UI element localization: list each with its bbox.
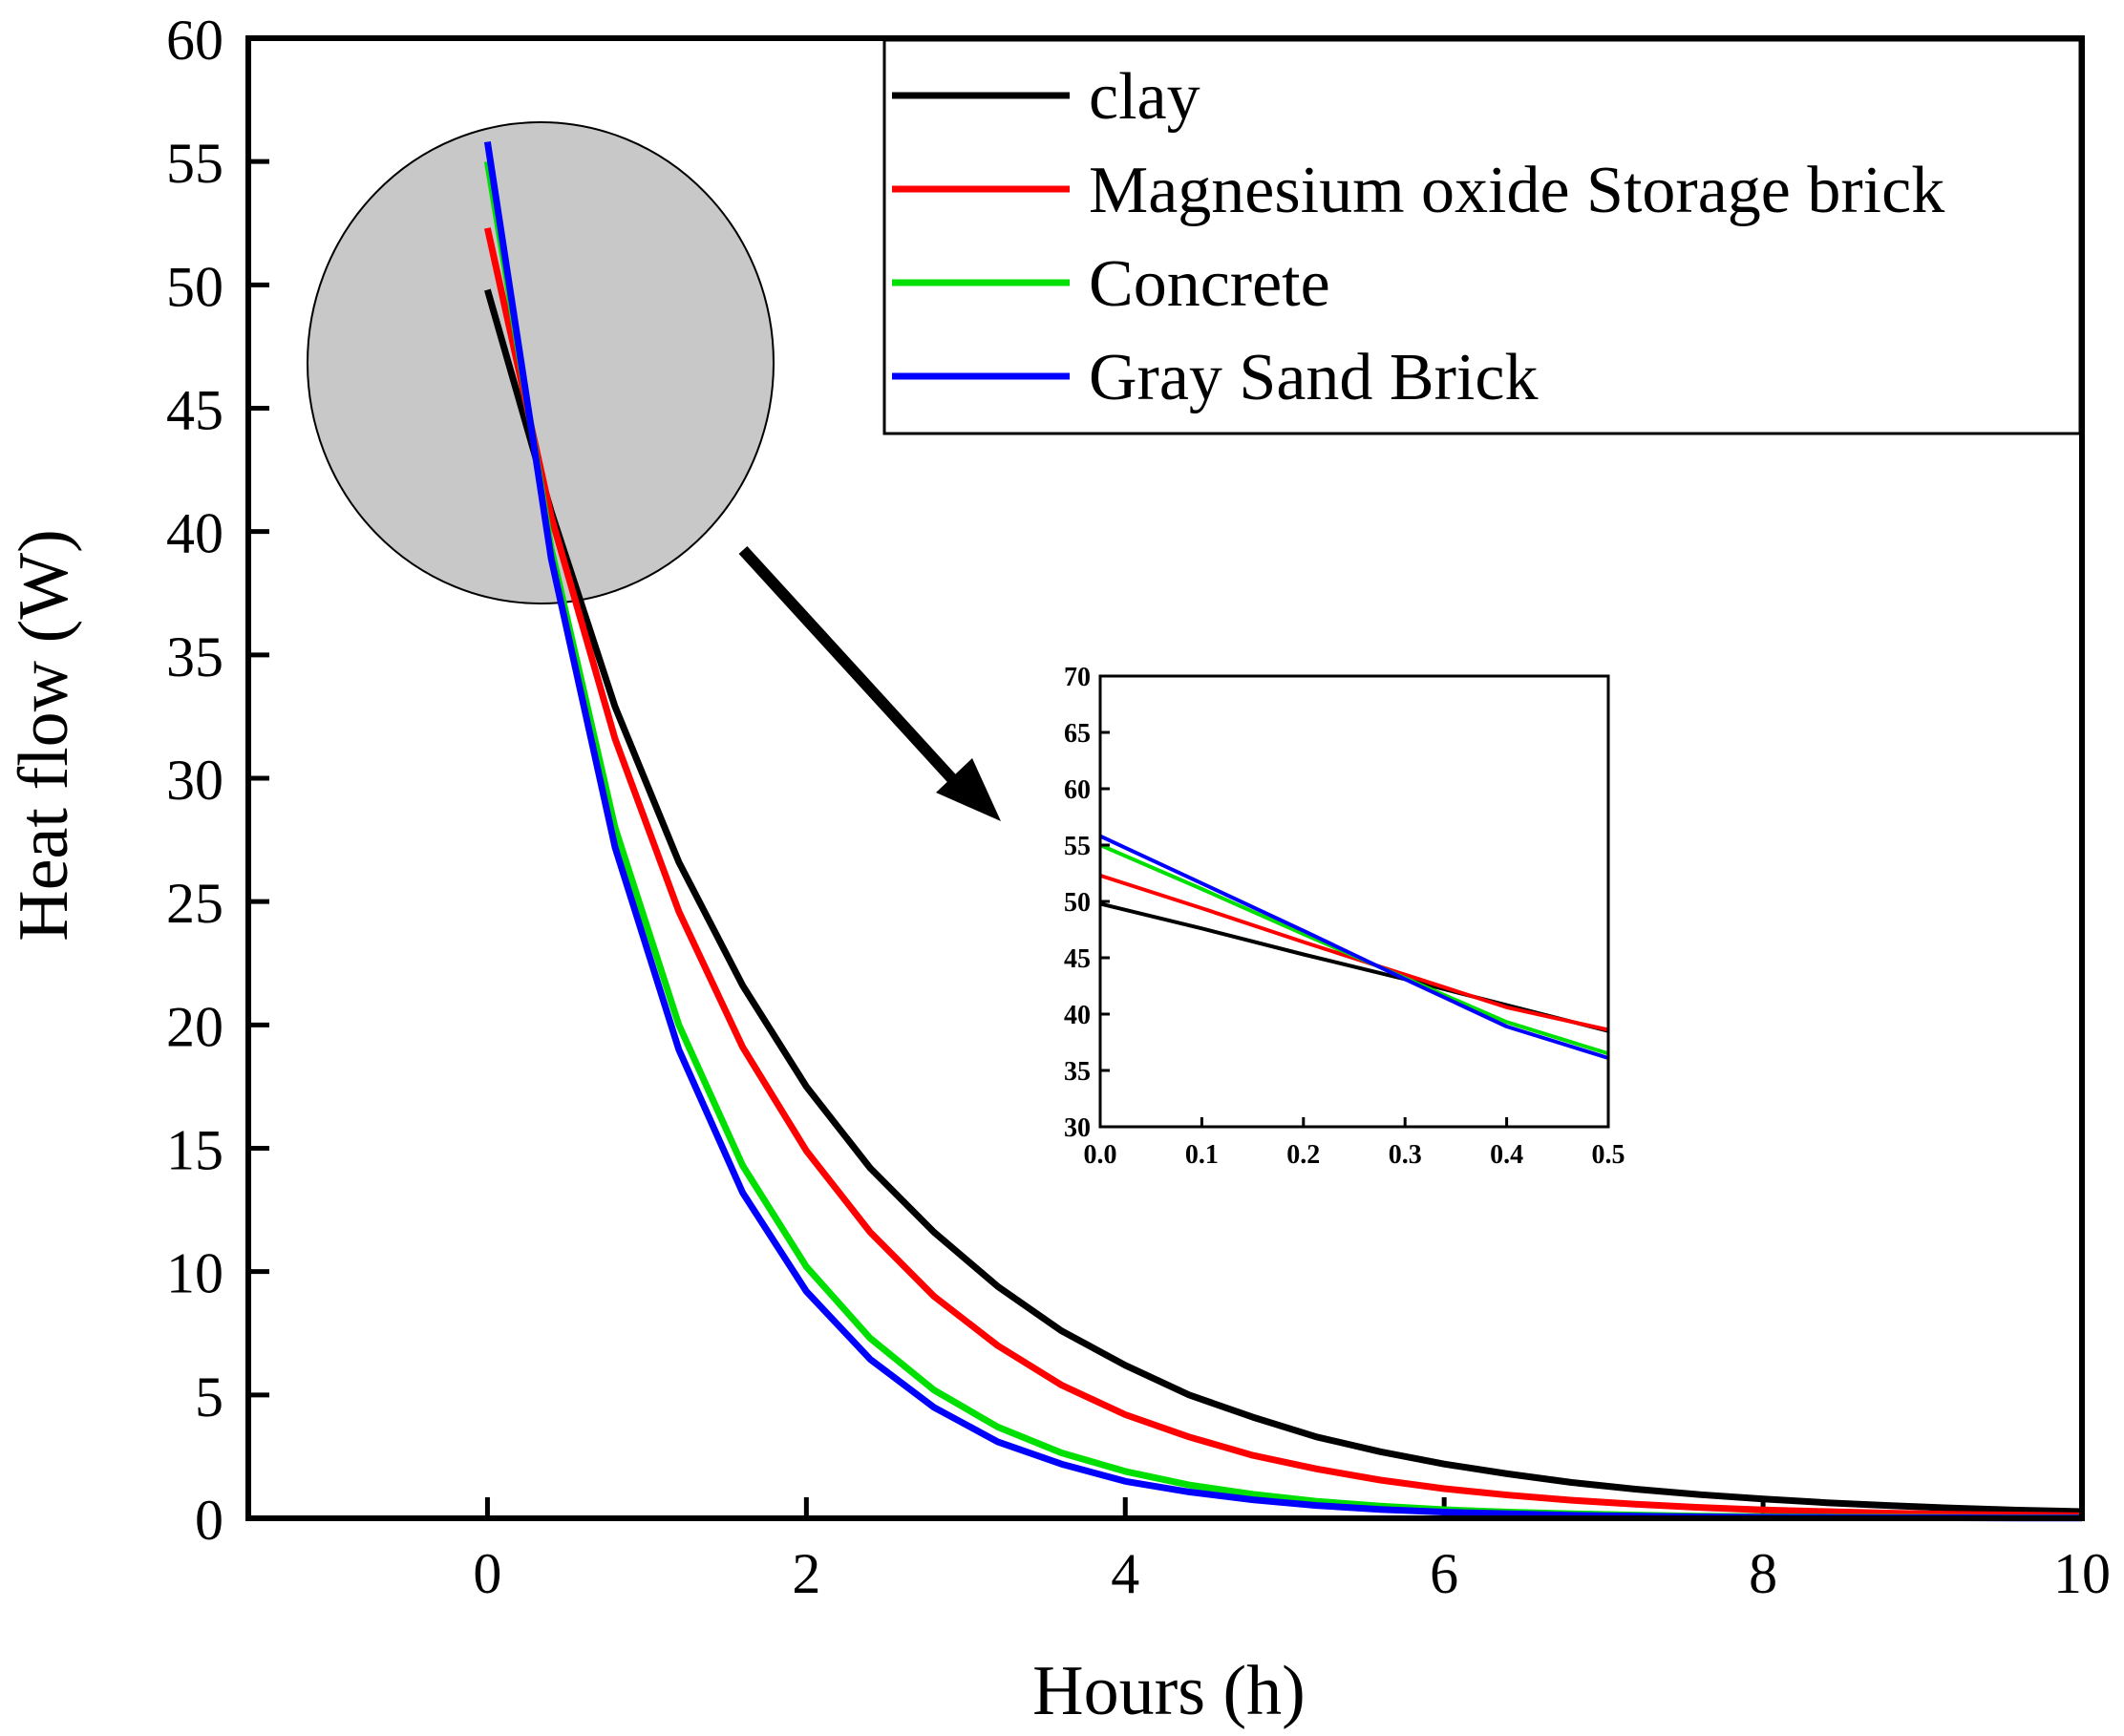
- legend-box: [882, 38, 2082, 435]
- y-tick-label-50: 50: [166, 255, 223, 318]
- series-line-magnesium-oxide-storage-brick: [483, 227, 2083, 1519]
- inset-series-lines: [1099, 834, 1609, 1060]
- y-tick-label-30: 30: [166, 749, 223, 812]
- inset-x-tick-label-0-3: 0.3: [1389, 1140, 1422, 1170]
- inset-y-tick-label-40: 40: [1064, 1001, 1091, 1030]
- y-tick-label-45: 45: [166, 379, 223, 442]
- x-tick-label-2: 2: [792, 1542, 820, 1605]
- inset-y-tick-label-55: 55: [1064, 832, 1091, 861]
- x-tick-label-10: 10: [2053, 1542, 2111, 1605]
- inset-x-tick-label-0: 0.0: [1084, 1140, 1117, 1170]
- inset-y-tick-label-60: 60: [1064, 775, 1091, 805]
- legend-label-gray-sand-brick: Gray Sand Brick: [1089, 341, 1538, 414]
- inset-x-tick-label-0-4: 0.4: [1490, 1140, 1523, 1170]
- y-tick-label-60: 60: [166, 9, 223, 72]
- y-tick-label-5: 5: [195, 1366, 223, 1429]
- y-tick-label-35: 35: [166, 625, 223, 688]
- y-tick-label-20: 20: [166, 995, 223, 1058]
- x-tick-label-8: 8: [1749, 1542, 1777, 1605]
- y-tick-label-15: 15: [166, 1119, 223, 1182]
- zoom-arrow-shaft: [738, 545, 969, 797]
- inset-y-tick-label-50: 50: [1064, 888, 1091, 918]
- main-axis-ticks: 0 5 10 15 20 25 30 35 40 45 50 55 60 0 2 4 6 8 10: [166, 9, 2111, 1605]
- inset-series-line-magnesium-oxide-storage-brick: [1099, 873, 1609, 1032]
- y-tick-label-0: 0: [195, 1489, 223, 1552]
- x-tick-label-0: 0: [473, 1542, 501, 1605]
- inset-y-tick-label-45: 45: [1064, 944, 1091, 974]
- inset-zoom-chart: 30 35 40 45 50 55 60 65 70 0.0 0.1 0.2 0.3 0.4 0.5: [1064, 663, 1625, 1170]
- main-plot: 0 5 10 15 20 25 30 35 40 45 50 55 60 0 2 4 6 8 10: [166, 9, 2111, 1605]
- highlight-circle: [307, 121, 775, 604]
- y-tick-label-10: 10: [166, 1242, 223, 1305]
- zoom-marker: [307, 121, 775, 604]
- inset-series-line-gray-sand-brick: [1099, 834, 1609, 1060]
- inset-y-tick-label-70: 70: [1064, 663, 1091, 692]
- main-plot-border: [245, 35, 2085, 1521]
- inset-y-tick-label-35: 35: [1064, 1057, 1091, 1087]
- y-tick-label-55: 55: [166, 132, 223, 195]
- y-axis-label: Heat flow (W): [5, 529, 83, 941]
- x-tick-label-4: 4: [1111, 1542, 1139, 1605]
- inset-x-tick-label-0-2: 0.2: [1286, 1140, 1320, 1170]
- inset-y-tick-label-65: 65: [1064, 719, 1091, 749]
- legend-label-concrete: Concrete: [1089, 247, 1330, 321]
- legend-label-magnesium-oxide-storage-brick: Magnesium oxide Storage brick: [1089, 154, 1944, 227]
- x-axis-label: Hours (h): [1032, 1652, 1306, 1730]
- chart-legend: clay Magnesium oxide Storage brick Concret…: [882, 38, 2082, 435]
- inset-axis-ticks: 30 35 40 45 50 55 60 65 70 0.0 0.1 0.2 0.3 0.4 0.5: [1064, 663, 1625, 1170]
- y-tick-label-25: 25: [166, 872, 223, 935]
- inset-x-tick-label-0-1: 0.1: [1185, 1140, 1219, 1170]
- main-plot-frame: [245, 35, 2085, 1521]
- inset-y-tick-label-30: 30: [1064, 1113, 1091, 1143]
- zoom-arrow-head: [936, 758, 1001, 821]
- legend-label-clay: clay: [1089, 60, 1200, 134]
- series-line-clay: [484, 288, 2083, 1515]
- x-tick-label-6: 6: [1430, 1542, 1458, 1605]
- inset-x-tick-label-0-5: 0.5: [1592, 1140, 1625, 1170]
- y-tick-label-40: 40: [166, 502, 223, 565]
